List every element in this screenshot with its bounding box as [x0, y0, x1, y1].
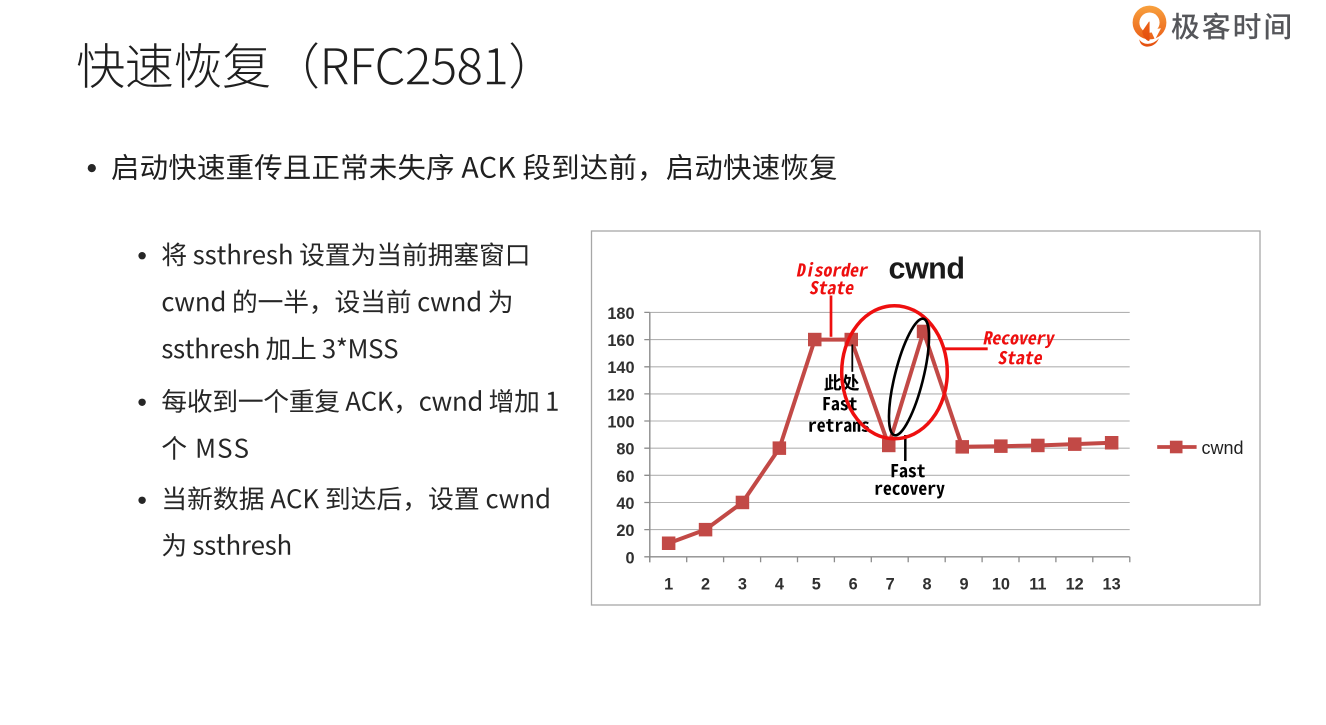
svg-text:1: 1 [664, 576, 673, 594]
svg-text:12: 12 [1066, 576, 1084, 594]
svg-text:80: 80 [616, 441, 634, 459]
svg-text:7: 7 [886, 576, 895, 594]
svg-text:8: 8 [922, 576, 931, 594]
svg-text:140: 140 [607, 359, 634, 377]
svg-text:100: 100 [607, 414, 634, 432]
svg-text:10: 10 [992, 576, 1010, 594]
svg-text:13: 13 [1103, 576, 1121, 594]
svg-text:2: 2 [701, 576, 710, 594]
svg-text:20: 20 [616, 522, 634, 540]
svg-text:4: 4 [775, 576, 784, 594]
svg-text:180: 180 [607, 305, 634, 323]
svg-text:60: 60 [616, 468, 634, 486]
svg-text:40: 40 [616, 495, 634, 513]
svg-text:11: 11 [1029, 576, 1046, 594]
svg-text:3: 3 [738, 576, 747, 594]
svg-text:cwnd: cwnd [889, 252, 965, 286]
svg-text:120: 120 [607, 386, 634, 404]
svg-text:9: 9 [959, 576, 968, 594]
svg-text:6: 6 [849, 576, 858, 594]
svg-text:cwnd: cwnd [1202, 438, 1244, 458]
svg-text:160: 160 [607, 332, 634, 350]
svg-text:0: 0 [625, 549, 634, 567]
svg-text:5: 5 [812, 576, 821, 594]
